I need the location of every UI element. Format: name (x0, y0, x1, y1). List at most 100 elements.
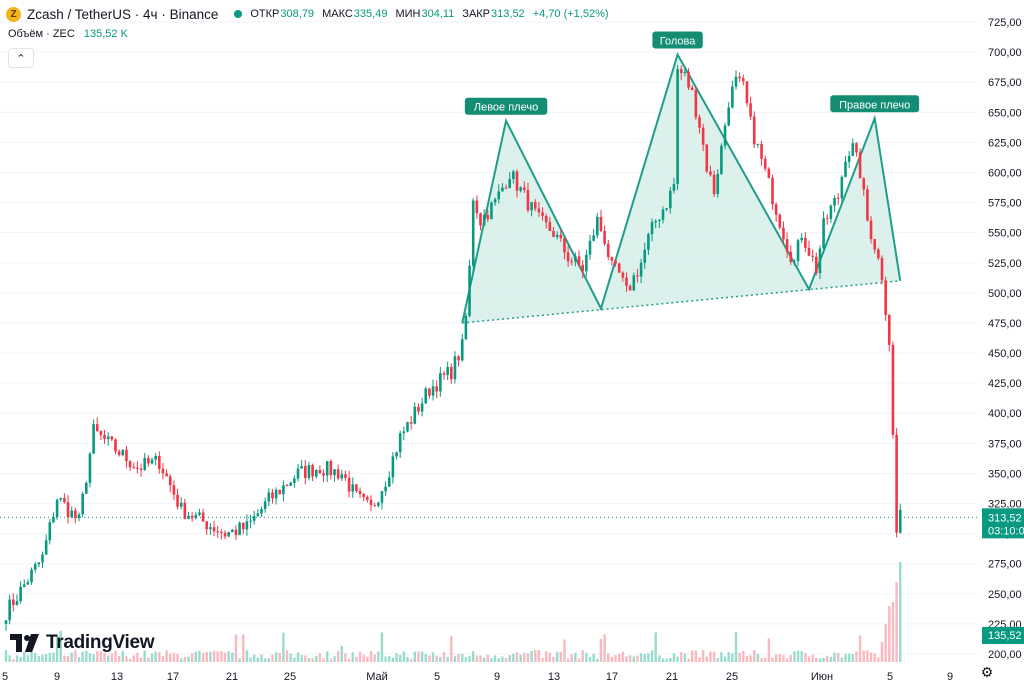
y-tick-label: 325,00 (988, 499, 1022, 511)
volume-bar (420, 651, 424, 662)
candle-body (216, 531, 219, 533)
volume-bar (661, 658, 665, 662)
volume-bar (431, 652, 435, 662)
volume-bar (534, 650, 537, 662)
candle-body (636, 275, 639, 277)
candle-body (322, 473, 325, 476)
candle-body (855, 143, 858, 153)
volume-bar (380, 632, 384, 662)
volume-bar (289, 653, 292, 662)
candle-body (552, 231, 555, 237)
volume-bar (201, 652, 205, 662)
price-axis[interactable]: 725,00 700,00 675,00 650,00 625,00 600,00 575,… (978, 0, 1024, 687)
right-shoulder-label[interactable]: Правое плечо (839, 99, 910, 111)
volume-bar (110, 653, 114, 662)
candle-body (238, 522, 241, 536)
candle-body (669, 190, 672, 209)
candle-body (537, 208, 541, 213)
volume-bar (187, 656, 190, 662)
last-price-label[interactable]: 313,52 (988, 512, 1022, 524)
candle-body (165, 473, 168, 477)
time-axis[interactable]: 5 9 13 17 21 25 Май 5 9 13 17 21 25 Июн 5 9 (2, 671, 953, 683)
x-tick-label: 5 (2, 671, 8, 683)
candle-body (519, 187, 522, 191)
volume-bar (293, 657, 296, 662)
candle-body (245, 521, 249, 530)
volume-bar (647, 653, 650, 662)
volume-bar (497, 658, 500, 662)
volume-bar (242, 634, 245, 662)
head-label[interactable]: Голова (660, 36, 696, 48)
close-value: 313,52 (491, 8, 525, 20)
candle-body (866, 189, 869, 221)
candle-body (880, 258, 884, 281)
candle-body (387, 477, 391, 487)
candle-body (267, 492, 271, 502)
candle-body (106, 436, 110, 440)
candle-body (172, 485, 176, 495)
candle-body (625, 277, 628, 286)
candle-body (70, 510, 73, 518)
candle-body (59, 498, 63, 500)
volume-bar (672, 653, 676, 662)
volume-bar (249, 657, 252, 662)
candle-body (548, 222, 552, 232)
volume-bar (395, 653, 398, 662)
volume-bar (888, 606, 891, 662)
left-shoulder-label[interactable]: Левое плечо (474, 102, 538, 114)
volume-bar (446, 656, 449, 662)
y-tick-label: 525,00 (988, 258, 1022, 270)
symbol-title[interactable]: Zcash / TetherUS · 4ч · Binance (27, 6, 219, 22)
candle-body (37, 562, 41, 565)
collapse-legend-button[interactable]: ⌃ (8, 48, 34, 68)
gear-icon[interactable]: ⚙ (980, 664, 994, 680)
candle-body (205, 521, 209, 530)
candle-body (563, 238, 566, 253)
volume-bar (176, 653, 179, 662)
candle-body (698, 117, 701, 128)
volume-bar (52, 652, 55, 662)
volume-bar (351, 652, 354, 662)
candle-body (241, 522, 245, 530)
volume-bar (756, 654, 760, 662)
volume-bar (464, 657, 468, 662)
volume-bar (515, 652, 519, 662)
candle-body (183, 502, 187, 520)
y-tick-label: 400,00 (988, 408, 1022, 420)
y-tick-label: 600,00 (988, 167, 1022, 179)
volume-bar (373, 654, 376, 662)
volume-bar (698, 657, 701, 662)
candle-body (402, 431, 406, 434)
volume-bar (300, 655, 303, 662)
candle-body (252, 516, 256, 521)
candle-body (194, 514, 198, 519)
symbol-legend[interactable]: Z Zcash / TetherUS · 4ч · Binance ОТКР 3… (6, 5, 617, 23)
candle-body (457, 356, 460, 361)
candle-body (41, 554, 44, 563)
candle-body (307, 465, 311, 478)
volume-bar (63, 655, 66, 662)
candle-body (807, 247, 811, 256)
candle-body (585, 254, 588, 272)
y-tick-label: 350,00 (988, 468, 1022, 480)
candle-body (643, 249, 647, 263)
volume-bar (501, 656, 504, 662)
volume-legend[interactable]: Объём · ZEC 135,52 K (8, 28, 136, 40)
volume-bar (256, 657, 260, 662)
volume-bar (128, 658, 132, 662)
candle-body (782, 227, 785, 240)
head-shoulders-pattern[interactable]: Левое плечо Голова Правое плечо (461, 31, 920, 324)
volume-bar (508, 655, 511, 662)
volume-bar (296, 652, 300, 662)
volume-bar (172, 652, 176, 662)
volume-bar (44, 653, 48, 662)
volume-bar (523, 652, 526, 662)
volume-bar (548, 652, 552, 662)
candle-body (44, 540, 48, 555)
chart-grid (0, 21, 978, 655)
candle-body (161, 468, 165, 474)
volume-bar (899, 562, 902, 662)
volume-bar (37, 655, 41, 662)
tradingview-logo[interactable]: TradingView (10, 632, 155, 654)
